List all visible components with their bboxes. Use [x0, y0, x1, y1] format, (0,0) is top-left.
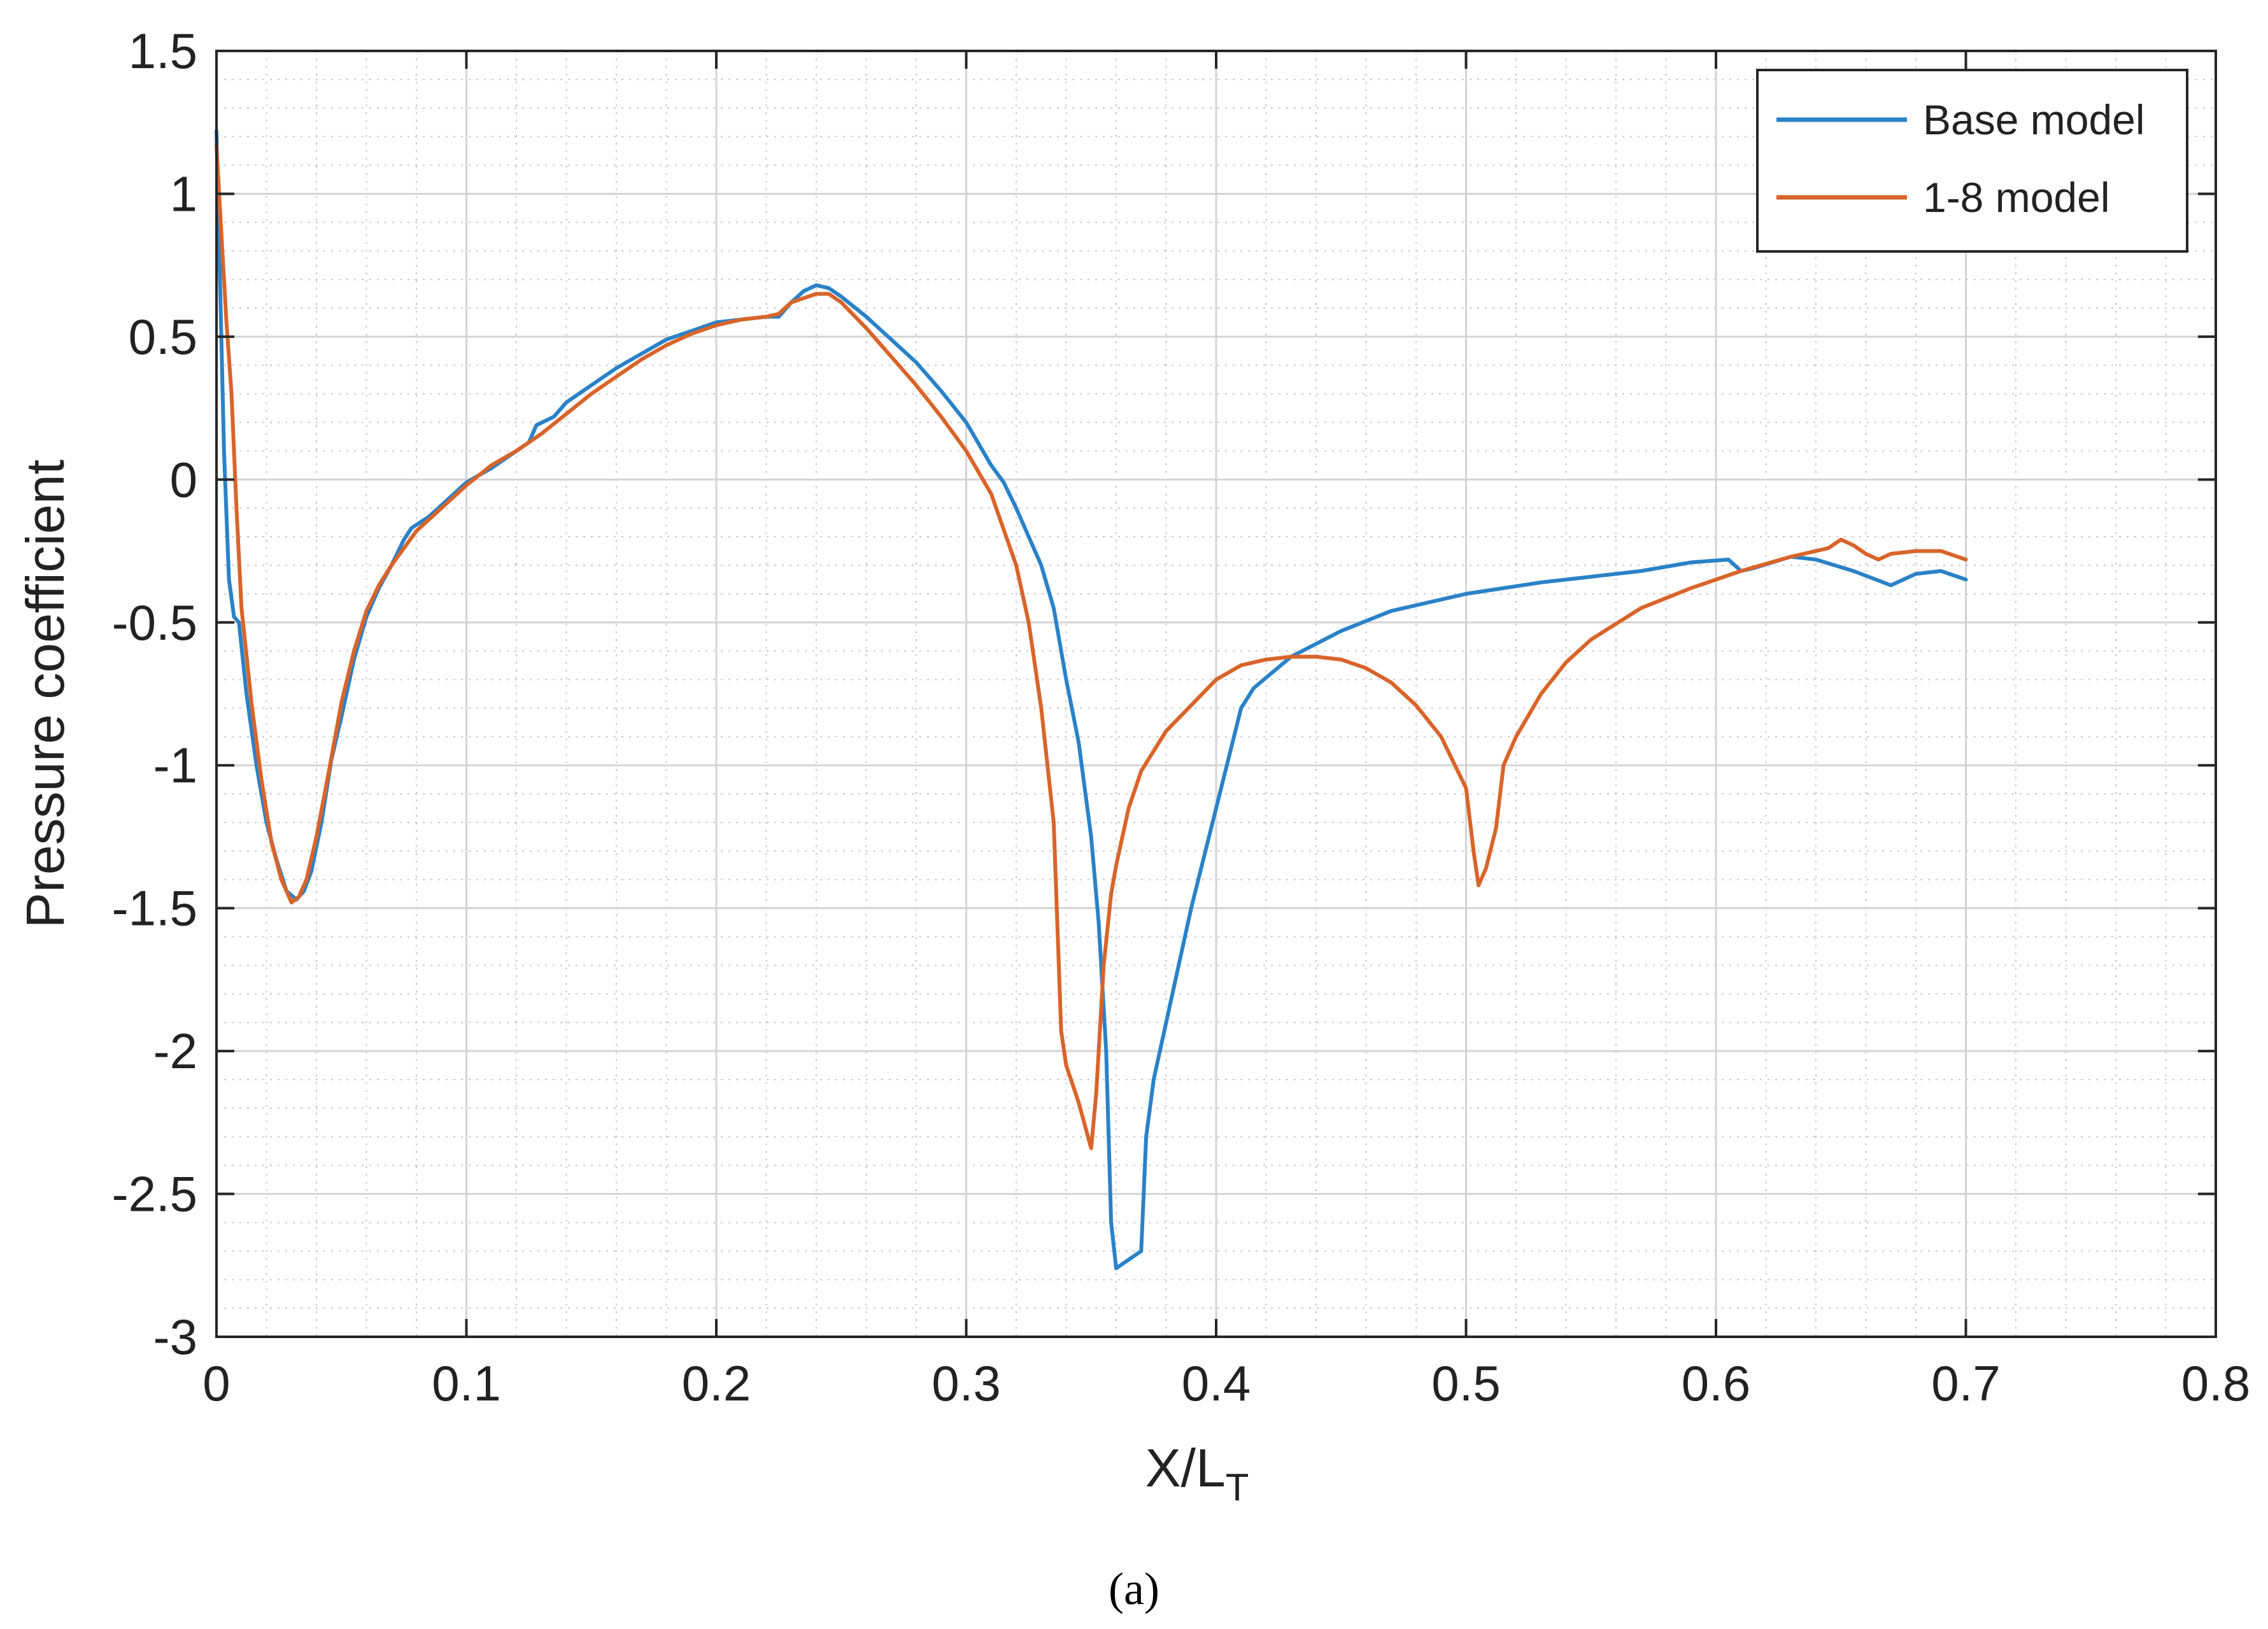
- x-tick-label: 0.3: [932, 1355, 1000, 1411]
- y-tick-label: -1: [153, 737, 197, 793]
- y-tick-label: 0.5: [129, 309, 197, 365]
- figure-caption: (a): [1109, 1563, 1159, 1614]
- x-tick-label: 0.7: [1931, 1355, 2000, 1411]
- x-tick-label: 0.8: [2181, 1355, 2250, 1411]
- x-tick-labels: 0 0.1 0.2 0.3 0.4 0.5 0.6 0.7 0.8: [202, 1355, 2250, 1411]
- x-axis-title-main: X/L: [1145, 1438, 1226, 1498]
- y-tick-label: 1: [170, 166, 197, 222]
- series-line-1-8-model: [215, 143, 1968, 1150]
- x-axis-title-subscript: T: [1226, 1466, 1249, 1509]
- y-tick-label: -0.5: [112, 595, 197, 651]
- y-tick-labels: 1.5 1 0.5 0 -0.5 -1 -1.5 -2 -2.5 -3: [112, 23, 197, 1365]
- legend-box: [1756, 69, 2188, 253]
- legend-label-1-8-model: 1-8 model: [1923, 174, 2110, 221]
- x-tick-label: 0.6: [1682, 1355, 1750, 1411]
- legend-label-base-model: Base model: [1923, 96, 2145, 143]
- x-tick-label: 0.5: [1431, 1355, 1500, 1411]
- x-tick-label: 0.4: [1182, 1355, 1251, 1411]
- y-tick-label: 1.5: [129, 23, 197, 79]
- x-tick-label: 0: [202, 1355, 230, 1411]
- y-axis-title: Pressure coefficient: [15, 460, 75, 928]
- y-tick-label: -1.5: [112, 880, 197, 936]
- y-tick-label: 0: [170, 451, 197, 507]
- minor-grid: [216, 51, 2216, 1337]
- x-tick-label: 0.1: [432, 1355, 500, 1411]
- x-axis-title: X/LT: [1145, 1438, 1249, 1509]
- tick-marks: [215, 50, 2217, 1338]
- series-layer: [215, 129, 1968, 1271]
- x-tick-label: 0.2: [682, 1355, 751, 1411]
- y-tick-label: -3: [153, 1309, 197, 1365]
- y-tick-label: -2.5: [112, 1166, 197, 1222]
- legend: Base model 1-8 model: [1756, 69, 2188, 253]
- y-tick-label: -2: [153, 1023, 197, 1079]
